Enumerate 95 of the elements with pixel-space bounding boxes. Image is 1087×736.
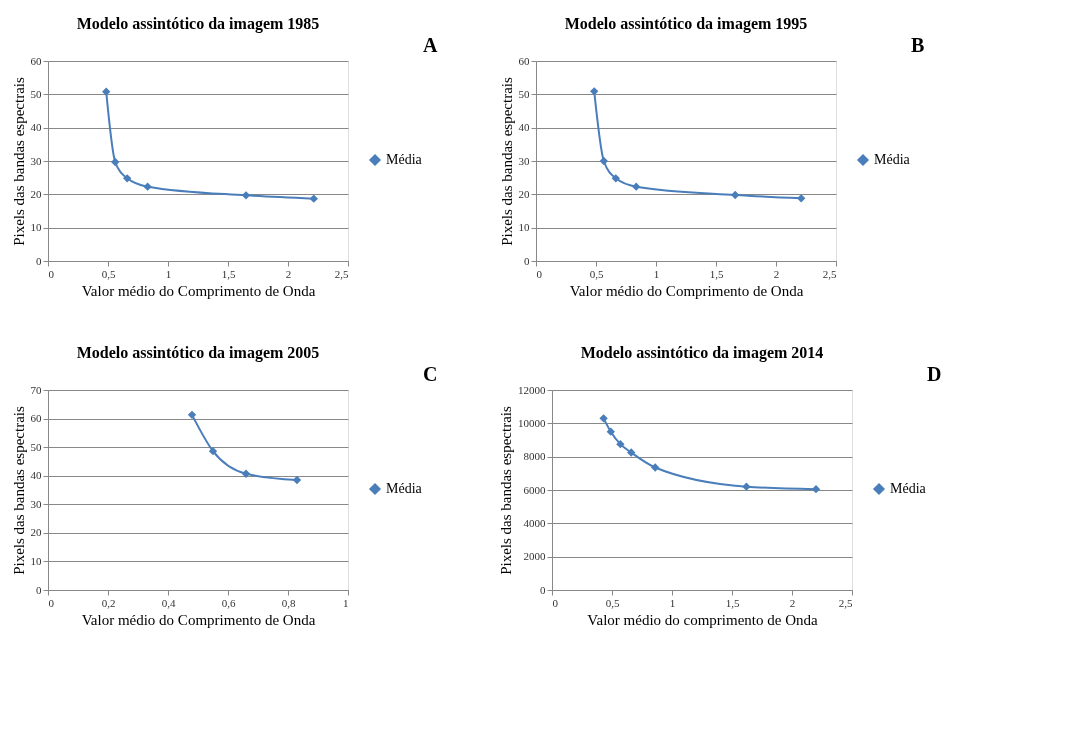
y-tick-label: 50 — [30, 87, 42, 100]
x-tick-label: 2,5 — [334, 267, 349, 280]
legend-label: Média — [890, 481, 927, 496]
point — [797, 194, 806, 203]
point — [111, 157, 120, 167]
x-tick-label: 2 — [773, 267, 780, 280]
x-tick-label: 1,5 — [709, 267, 724, 280]
point — [102, 87, 111, 96]
text: B — [911, 34, 925, 56]
y-tick-label: 30 — [30, 154, 42, 167]
point — [651, 463, 660, 472]
x-tick-label: 0,5 — [589, 267, 604, 280]
y-tick-label: 0 — [36, 583, 42, 596]
y-tick-label: 20 — [30, 526, 42, 539]
y-tick-label: 2000 — [523, 550, 546, 563]
x-tick-label: 2 — [789, 596, 796, 609]
x-tick-label: 2,5 — [838, 596, 853, 609]
y-tick-label: 50 — [30, 440, 42, 453]
point — [811, 484, 821, 494]
point — [731, 190, 740, 200]
point — [241, 191, 251, 200]
x-tick-label: 2 — [285, 267, 292, 280]
y-tick-label: 0 — [540, 583, 546, 596]
y-tick-label: 40 — [518, 121, 530, 134]
x-axis-title: Valor médio do Comprimento de Onda — [81, 282, 316, 299]
text: C — [423, 363, 438, 385]
chart-title: Modelo assintótico da imagem 2014 — [580, 344, 824, 362]
y-tick-label: 8000 — [523, 450, 546, 463]
x-tick-label: 0 — [48, 596, 55, 609]
y-tick-label: 0 — [36, 254, 42, 267]
y-tick-label: 12000 — [518, 383, 546, 396]
point — [742, 482, 751, 491]
point — [309, 194, 318, 203]
x-axis-title: Valor médio do Comprimento de Onda — [569, 282, 804, 299]
y-tick-label: 30 — [518, 154, 530, 167]
point — [627, 448, 636, 457]
y-tick-label: 20 — [518, 187, 530, 200]
y-tick-label: 10 — [30, 554, 42, 567]
y-tick-label: 20 — [30, 187, 42, 200]
y-axis-title: Pixels das bandas espectrais — [10, 405, 27, 575]
x-tick-label: 1 — [653, 267, 660, 280]
y-tick-label: 60 — [30, 412, 42, 425]
legend-label: Média — [386, 481, 423, 496]
y-tick-label: 40 — [30, 121, 42, 134]
y-tick-label: 6000 — [523, 483, 546, 496]
point — [292, 475, 302, 485]
y-tick-label: 4000 — [523, 516, 546, 529]
point — [187, 410, 197, 420]
point — [616, 439, 625, 449]
y-tick-label: 10000 — [518, 416, 546, 429]
y-tick-label: 60 — [518, 54, 530, 67]
y-tick-label: 60 — [30, 54, 42, 67]
y-tick-label: 50 — [518, 87, 530, 100]
point — [606, 427, 615, 436]
text: D — [927, 363, 942, 385]
x-tick-label: 0,5 — [605, 596, 620, 609]
y-tick-label: 10 — [30, 221, 42, 234]
text: A — [423, 34, 438, 56]
x-axis-title: Valor médio do comprimento de Onda — [587, 611, 819, 628]
y-axis-title: Pixels das bandas espectrais — [498, 405, 514, 575]
y-tick-label: 40 — [30, 469, 42, 482]
chart-title: Modelo assintótico da imagem 2005 — [76, 344, 320, 362]
x-tick-label: 1,5 — [725, 596, 740, 609]
x-tick-label: 1 — [343, 596, 349, 609]
x-tick-label: 1 — [669, 596, 676, 609]
x-axis-title: Valor médio do Comprimento de Onda — [81, 611, 316, 628]
point — [241, 469, 251, 478]
point — [590, 87, 599, 96]
y-tick-label: 10 — [518, 221, 530, 234]
x-tick-label: 0,2 — [101, 596, 116, 609]
y-tick-label: 0 — [524, 254, 530, 267]
y-tick-label: 30 — [30, 497, 42, 510]
x-tick-label: 2,5 — [822, 267, 837, 280]
x-tick-label: 0 — [48, 267, 55, 280]
point — [611, 174, 620, 183]
legend-label: Média — [386, 152, 423, 167]
x-tick-label: 0,6 — [221, 596, 236, 609]
x-tick-label: 1 — [165, 267, 172, 280]
y-axis-title: Pixels das bandas espectrais — [498, 76, 515, 246]
x-tick-label: 0,4 — [161, 596, 176, 609]
point — [632, 182, 641, 191]
legend-label: Média — [874, 152, 911, 167]
chart-title: Modelo assintótico da imagem 1985 — [76, 15, 320, 33]
point — [208, 446, 218, 456]
point — [123, 174, 132, 183]
x-tick-label: 0 — [552, 596, 559, 609]
x-tick-label: 0,5 — [101, 267, 116, 280]
x-tick-label: 0,8 — [281, 596, 296, 609]
y-tick-label: 70 — [30, 383, 42, 396]
x-tick-label: 1,5 — [221, 267, 236, 280]
point — [143, 182, 152, 191]
y-axis-title: Pixels das bandas espectrais — [10, 76, 27, 246]
chart-title: Modelo assintótico da imagem 1995 — [564, 15, 808, 33]
point — [599, 414, 608, 423]
point — [599, 156, 608, 166]
